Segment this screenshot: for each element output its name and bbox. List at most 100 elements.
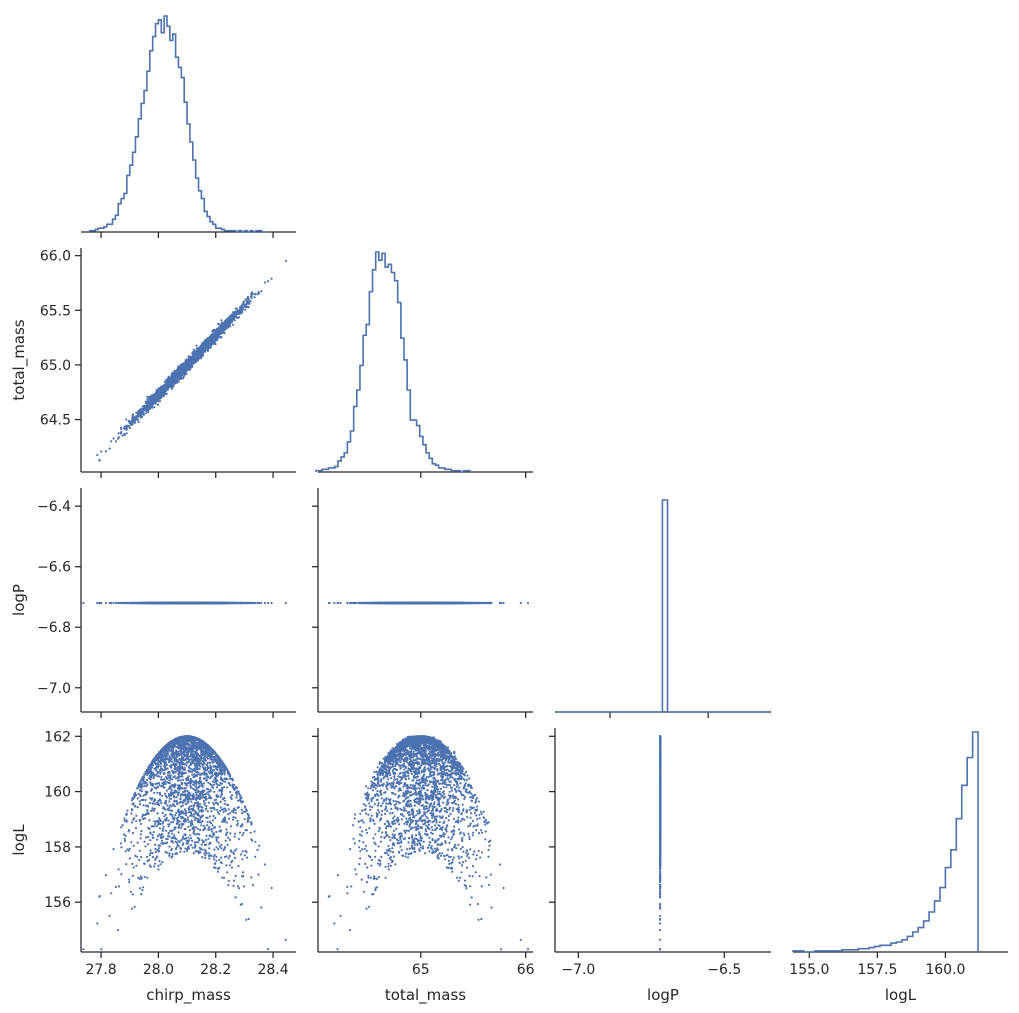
scatter-point — [244, 298, 247, 301]
scatter-point — [220, 319, 223, 322]
scatter-point — [197, 355, 200, 358]
scatter-point — [244, 308, 247, 311]
scatter-point — [249, 299, 252, 302]
scatter-point — [246, 297, 249, 300]
scatter-point — [145, 402, 149, 405]
scatter-point — [123, 433, 126, 437]
scatter-point — [170, 375, 173, 378]
scatter-point — [100, 601, 103, 605]
scatter-point — [136, 414, 139, 417]
panel-total_mass-vs-total_mass — [315, 251, 533, 478]
scatter-point — [232, 323, 235, 326]
scatter-point — [231, 314, 234, 317]
scatter-point — [130, 423, 133, 426]
scatter-point — [266, 280, 270, 283]
scatter-point — [100, 450, 103, 453]
scatter-point — [174, 377, 177, 380]
scatter-point — [250, 295, 253, 298]
scatter-point — [201, 347, 204, 350]
y-tick-label: 64.5 — [40, 413, 71, 429]
scatter-point — [125, 428, 128, 431]
scatter-point — [125, 432, 128, 435]
scatter-point — [256, 293, 259, 296]
y-tick-label: −6.4 — [37, 499, 71, 515]
scatter-point — [143, 406, 146, 409]
scatter-point — [256, 601, 259, 605]
y-tick-label: 66.0 — [40, 249, 71, 265]
scatter-point — [96, 453, 99, 457]
scatter-point — [204, 347, 207, 350]
scatter-point — [110, 440, 113, 443]
scatter-point — [187, 357, 190, 360]
scatter-point — [134, 416, 137, 419]
scatter-point — [195, 352, 199, 355]
scatter-point — [212, 330, 215, 333]
scatter-point — [193, 361, 196, 364]
scatter-point — [246, 302, 249, 305]
scatter-point — [195, 356, 198, 359]
scatter-point — [211, 338, 214, 341]
scatter-point — [284, 259, 287, 262]
y-tick-label: −7.0 — [37, 681, 71, 697]
scatter-point — [152, 398, 155, 401]
scatter-point — [165, 392, 168, 395]
scatter-point — [104, 450, 108, 453]
y-tick-label: −6.6 — [37, 560, 71, 576]
scatter-point — [179, 363, 182, 366]
scatter-point — [241, 304, 244, 307]
scatter-point — [242, 300, 246, 303]
scatter-point — [206, 337, 209, 340]
scatter-point — [240, 307, 243, 310]
scatter-point — [181, 365, 184, 368]
scatter-point — [158, 390, 161, 393]
scatter-point — [137, 420, 140, 423]
scatter-point — [188, 363, 191, 366]
scatter-point — [223, 320, 226, 323]
scatter-point — [176, 374, 179, 377]
scatter-point — [154, 399, 157, 403]
scatter-point — [167, 386, 170, 389]
scatter-point — [156, 399, 159, 402]
scatter-point — [239, 310, 242, 313]
scatter-point — [260, 290, 263, 293]
scatter-point — [214, 332, 217, 335]
scatter-point — [195, 347, 199, 350]
scatter-point — [248, 302, 251, 305]
scatter-point — [172, 384, 175, 387]
scatter-point — [203, 339, 207, 342]
scatter-point — [199, 356, 202, 359]
scatter-point — [144, 412, 148, 415]
scatter-point — [179, 366, 182, 369]
scatter-point — [169, 380, 172, 383]
scatter-point — [182, 375, 185, 378]
histogram-step — [315, 251, 471, 473]
scatter-point — [226, 326, 230, 329]
scatter-point — [120, 428, 123, 431]
scatter-point — [82, 601, 85, 605]
scatter-point — [108, 447, 111, 450]
scatter-point — [98, 459, 101, 462]
scatter-point — [165, 386, 168, 389]
scatter-point — [242, 302, 245, 305]
scatter-point — [204, 341, 207, 344]
scatter-point — [173, 381, 177, 384]
scatter-point — [253, 296, 256, 299]
scatter-point — [213, 337, 216, 340]
scatter-point — [198, 351, 201, 354]
scatter-point — [239, 312, 242, 315]
scatter-point — [167, 375, 170, 378]
scatter-point — [120, 431, 123, 434]
scatter-point — [270, 601, 273, 605]
scatter-point — [184, 364, 187, 368]
scatter-point — [154, 402, 157, 405]
scatter-point — [136, 411, 139, 414]
scatter-point — [190, 360, 193, 363]
scatter-point — [137, 418, 140, 421]
scatter-point — [260, 601, 263, 605]
scatter-point — [226, 318, 229, 321]
scatter-point — [214, 329, 218, 332]
scatter-point — [112, 601, 115, 605]
scatter-point — [184, 362, 187, 365]
scatter-point — [177, 380, 180, 383]
